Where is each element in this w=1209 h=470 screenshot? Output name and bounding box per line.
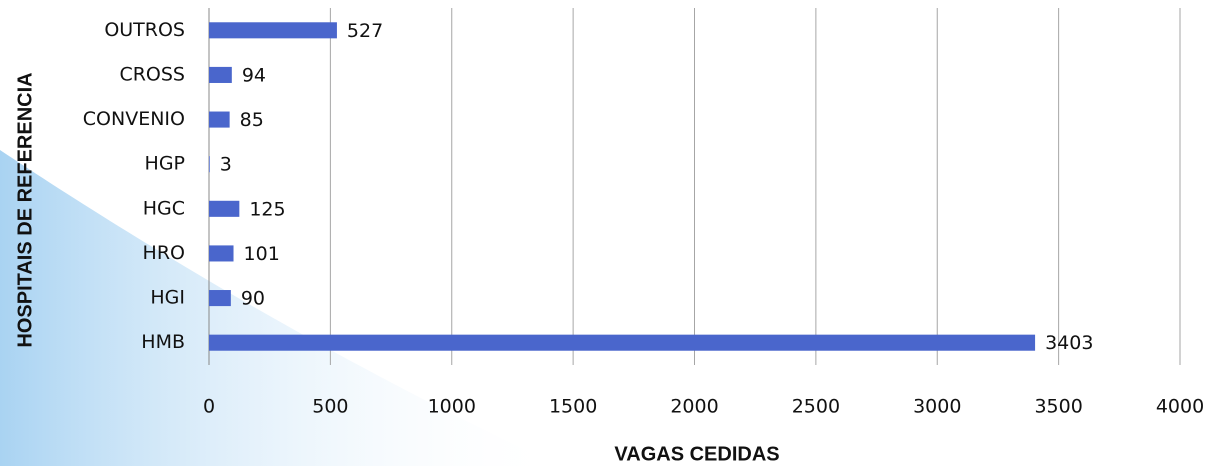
y-tick-label: HRO	[143, 242, 185, 264]
y-tick-label: CONVENIO	[83, 108, 185, 130]
bar	[209, 290, 231, 307]
bar	[209, 156, 210, 173]
bar	[209, 66, 232, 83]
y-tick-label: HGI	[150, 287, 185, 309]
value-label: 3	[220, 154, 232, 176]
bar	[209, 200, 240, 217]
x-tick-label: 4000	[1156, 396, 1204, 418]
x-tick-label: 500	[312, 396, 348, 418]
x-tick-label: 1500	[549, 396, 597, 418]
x-tick-label: 3500	[1034, 396, 1082, 418]
y-tick-label: OUTROS	[104, 19, 185, 41]
value-label: 90	[241, 288, 265, 310]
bar	[209, 334, 1036, 351]
bar	[209, 22, 337, 39]
value-label: 85	[240, 109, 264, 131]
value-label: 527	[347, 20, 383, 42]
value-label: 125	[249, 198, 285, 220]
x-tick-label: 2000	[670, 396, 718, 418]
value-label: 101	[244, 243, 280, 265]
bar	[209, 245, 234, 262]
x-axis-title: VAGAS CEDIDAS	[614, 443, 779, 465]
x-tick-label: 3000	[913, 396, 961, 418]
y-tick-label: HMB	[141, 331, 185, 353]
x-tick-label: 0	[203, 396, 215, 418]
y-tick-label: HGP	[145, 153, 185, 175]
x-tick-label: 1000	[428, 396, 476, 418]
background-swoosh	[0, 150, 560, 466]
value-label: 3403	[1045, 332, 1093, 354]
y-axis-title: HOSPITAIS DE REFERENCIA	[14, 72, 36, 347]
value-label: 94	[242, 64, 266, 86]
y-tick-label: HGC	[143, 197, 185, 219]
y-tick-label: CROSS	[119, 63, 185, 85]
x-tick-label: 2500	[792, 396, 840, 418]
bar	[209, 111, 230, 128]
